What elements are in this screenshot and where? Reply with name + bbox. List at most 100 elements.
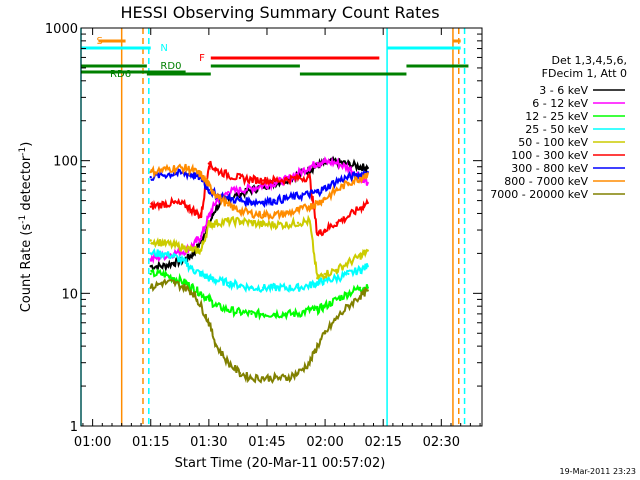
data-point-25-50-kev-3 (184, 261, 187, 264)
data-point-100-300-kev-17 (323, 228, 327, 232)
data-point-300-800-kev-13 (285, 197, 288, 200)
x-tick-label-01:30: 01:30 (190, 435, 227, 450)
data-point-12-25-kev-14 (296, 312, 300, 316)
data-point-100-300-kev-15 (308, 176, 311, 179)
data-point-50-100-kev-0 (149, 239, 152, 242)
data-point-800-7000-kev-4 (192, 169, 195, 172)
y-tick-label-100: 100 (53, 155, 78, 170)
data-point-800-7000-kev-19 (347, 181, 350, 185)
data-point-800-7000-kev-2 (172, 166, 176, 170)
data-point-25-50-kev-13 (285, 286, 288, 289)
timestamp: 19-Mar-2011 23:23 (560, 467, 637, 476)
series-layer (149, 155, 369, 385)
y-axis-label-prefix: Count Rate (s (19, 224, 34, 313)
data-point-7000-20000-kev-17 (323, 332, 327, 335)
data-point-50-100-kev-19 (347, 261, 350, 264)
data-point-50-100-kev-2 (172, 244, 176, 247)
rd0-label: RD0 (160, 61, 181, 72)
data-point-6-12-kev-4 (192, 244, 195, 247)
x-axis-label: Start Time (20-Mar-11 00:57:02) (175, 456, 386, 471)
saa-label: S (96, 36, 102, 47)
data-point-50-100-kev-18 (335, 268, 338, 272)
y-tick-label-1: 1 (70, 420, 78, 435)
y-axis-label-sup2: -1 (18, 147, 28, 156)
data-point-7000-20000-kev-11 (261, 376, 265, 380)
data-point-25-50-kev-10 (250, 286, 253, 289)
data-point-50-100-kev-8 (227, 220, 230, 223)
data-point-7000-20000-kev-7 (215, 344, 218, 348)
data-point-300-800-kev-18 (335, 180, 338, 183)
data-point-7000-20000-kev-12 (273, 376, 276, 380)
data-point-800-7000-kev-0 (149, 170, 152, 174)
legend: Det 1,3,4,5,6, FDecim 1, Att 0 3 - 6 keV… (490, 54, 627, 201)
x-tick-label-02:00: 02:00 (306, 435, 343, 450)
data-point-6-12-kev-14 (296, 172, 300, 175)
data-point-6-12-kev-12 (273, 181, 276, 185)
y-axis-label-mid: detector (19, 155, 34, 215)
data-point-800-7000-kev-15 (308, 205, 311, 208)
data-point-25-50-kev-17 (323, 279, 327, 282)
data-point-12-25-kev-9 (238, 311, 242, 314)
data-point-7000-20000-kev-5 (199, 305, 203, 308)
data-point-100-300-kev-0 (149, 205, 152, 208)
data-point-12-25-kev-8 (227, 308, 230, 312)
legend-label-3-6-kev: 3 - 6 keV (539, 84, 588, 97)
data-point-25-50-kev-14 (296, 286, 300, 289)
data-point-3-6-kev-0 (149, 265, 152, 268)
data-point-100-300-kev-20 (358, 206, 362, 210)
data-point-12-25-kev-3 (184, 281, 187, 284)
data-point-7000-20000-kev-19 (347, 305, 350, 308)
data-point-50-100-kev-14 (296, 221, 300, 224)
legend-header-line-1: Det 1,3,4,5,6, (551, 54, 627, 67)
series-line-3-6-kev (150, 155, 369, 273)
legend-label-300-800-kev: 300 - 800 keV (511, 162, 588, 175)
data-point-12-25-kev-15 (308, 308, 311, 312)
data-point-100-300-kev-16 (316, 232, 319, 236)
data-point-300-800-kev-20 (358, 173, 362, 177)
data-point-50-100-kev-21 (366, 249, 369, 252)
data-point-100-300-kev-2 (172, 201, 176, 205)
data-point-6-12-kev-9 (238, 188, 242, 192)
data-point-7000-20000-kev-2 (172, 281, 176, 284)
data-point-800-7000-kev-1 (161, 168, 164, 172)
data-point-6-12-kev-7 (215, 199, 218, 202)
data-point-12-25-kev-2 (172, 277, 176, 280)
rd6-label: RD6 (110, 69, 131, 80)
data-point-6-12-kev-21 (366, 181, 369, 185)
data-point-7000-20000-kev-20 (358, 295, 362, 298)
data-point-12-25-kev-5 (199, 292, 203, 295)
data-point-7000-20000-kev-16 (316, 344, 319, 348)
data-point-50-100-kev-15 (308, 220, 311, 223)
data-point-100-300-kev-13 (285, 178, 288, 181)
data-point-7000-20000-kev-0 (149, 286, 152, 289)
data-point-100-300-kev-14 (296, 176, 300, 180)
legend-label-6-12-kev: 6 - 12 keV (532, 97, 588, 110)
data-point-100-300-kev-7 (215, 168, 218, 172)
data-point-25-50-kev-2 (172, 255, 176, 258)
data-point-800-7000-kev-11 (261, 213, 265, 217)
data-point-300-800-kev-14 (296, 195, 300, 198)
x-tick-label-01:15: 01:15 (132, 435, 169, 450)
data-point-100-300-kev-6 (207, 162, 211, 165)
data-point-800-7000-kev-9 (238, 209, 242, 212)
data-point-800-7000-kev-13 (285, 212, 288, 215)
data-point-300-800-kev-9 (238, 199, 242, 202)
data-point-800-7000-kev-3 (184, 166, 187, 170)
y-tick-label-10: 10 (61, 287, 78, 302)
x-tick-label-01:00: 01:00 (74, 435, 111, 450)
data-point-25-50-kev-18 (335, 277, 338, 280)
data-point-6-12-kev-5 (199, 234, 203, 238)
data-point-12-25-kev-20 (358, 286, 362, 289)
data-point-100-300-kev-21 (366, 201, 369, 205)
y-axis-label: Count Rate (s-1 detector-1) (18, 142, 34, 313)
data-point-300-800-kev-11 (261, 200, 265, 203)
data-point-12-25-kev-16 (316, 308, 319, 312)
series-line-50-100-kev (150, 214, 369, 281)
series-line-25-50-kev (150, 247, 369, 294)
legend-label-12-25-kev: 12 - 25 keV (525, 110, 588, 123)
data-point-100-300-kev-5 (199, 215, 203, 218)
data-point-50-100-kev-16 (316, 277, 319, 280)
data-point-800-7000-kev-10 (250, 212, 253, 215)
data-point-7000-20000-kev-3 (184, 286, 187, 289)
